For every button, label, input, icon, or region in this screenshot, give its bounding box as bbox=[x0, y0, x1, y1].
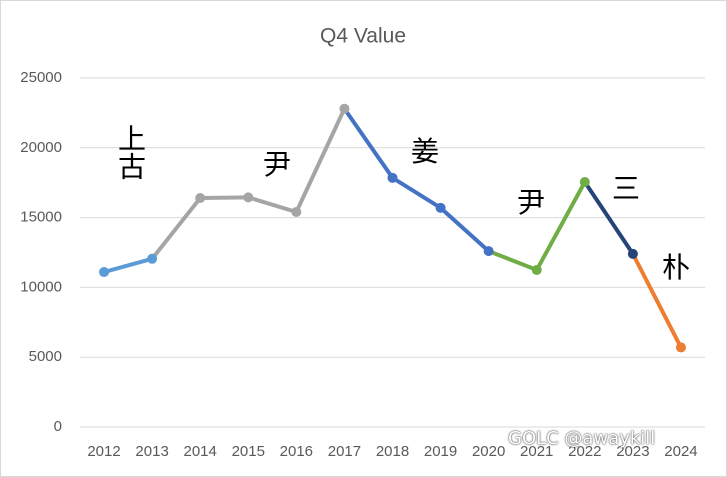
data-point bbox=[483, 246, 494, 257]
y-tick-label: 15000 bbox=[20, 209, 62, 226]
line-segment bbox=[294, 106, 347, 215]
x-tick-label: 2018 bbox=[376, 443, 409, 460]
y-tick-label: 20000 bbox=[20, 139, 62, 156]
y-tick-label: 5000 bbox=[29, 348, 62, 365]
watermark: GOLC @awaykill bbox=[508, 428, 656, 449]
y-tick-label: 25000 bbox=[20, 69, 62, 86]
line-segment bbox=[486, 249, 539, 272]
annotation: 上古 bbox=[114, 124, 147, 180]
data-point bbox=[387, 172, 398, 183]
data-point bbox=[195, 193, 206, 204]
line-segment bbox=[534, 180, 587, 272]
x-tick-label: 2019 bbox=[424, 443, 457, 460]
x-tick-label: 2024 bbox=[664, 443, 697, 460]
annotation: 朴 bbox=[661, 251, 691, 284]
line-segment bbox=[150, 196, 203, 261]
annotation: 尹 bbox=[262, 148, 292, 181]
line-segment bbox=[438, 205, 491, 254]
data-point bbox=[291, 207, 302, 218]
x-tick-label: 2012 bbox=[87, 443, 120, 460]
data-point bbox=[627, 248, 638, 259]
data-point bbox=[531, 264, 542, 275]
annotation: 姜 bbox=[410, 135, 440, 168]
annotation: 三 bbox=[611, 172, 641, 205]
x-tick-label: 2023 bbox=[616, 443, 649, 460]
y-tick-label: 0 bbox=[54, 418, 62, 435]
line-segment bbox=[246, 195, 299, 215]
line-segment bbox=[582, 180, 635, 256]
data-point bbox=[579, 177, 590, 188]
x-tick-label: 2016 bbox=[280, 443, 313, 460]
y-tick-label: 10000 bbox=[20, 278, 62, 295]
data-point bbox=[675, 342, 686, 353]
x-tick-label: 2017 bbox=[328, 443, 361, 460]
x-tick-label: 2022 bbox=[568, 443, 601, 460]
x-tick-label: 2014 bbox=[184, 443, 217, 460]
annotation: 尹 bbox=[516, 186, 546, 219]
data-point bbox=[99, 267, 110, 278]
chart-title: Q4 Value bbox=[320, 25, 406, 48]
line-segment bbox=[390, 175, 443, 210]
x-tick-label: 2015 bbox=[232, 443, 265, 460]
x-tick-label: 2013 bbox=[135, 443, 168, 460]
data-point bbox=[339, 103, 350, 114]
x-tick-label: 2020 bbox=[472, 443, 505, 460]
line-segment bbox=[630, 251, 683, 350]
line-segment bbox=[342, 106, 395, 180]
x-tick-label: 2021 bbox=[520, 443, 553, 460]
line-segment bbox=[102, 256, 155, 275]
data-point bbox=[435, 202, 446, 213]
data-point bbox=[243, 192, 254, 203]
data-point bbox=[147, 253, 158, 264]
line-segment bbox=[198, 195, 251, 201]
